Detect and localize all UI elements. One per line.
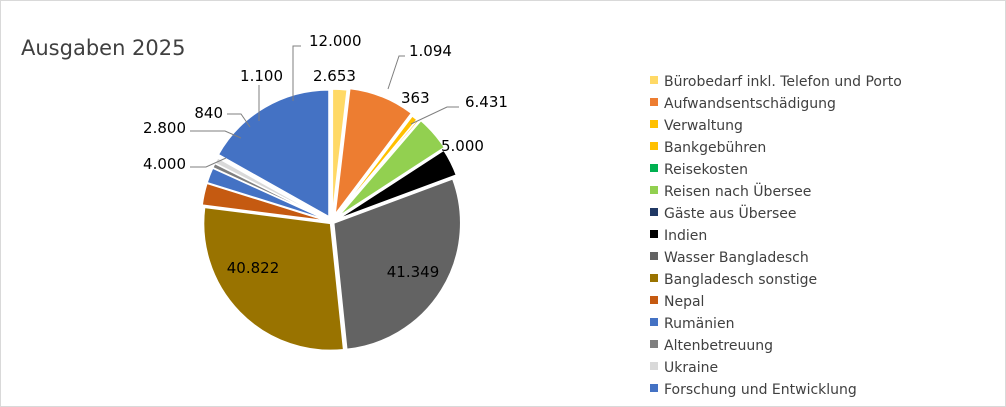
legend-item-forschung-und-entwicklung[interactable]: Forschung und Entwicklung xyxy=(650,382,857,398)
data-label-wasser-bangladesch: 41.349 xyxy=(387,263,440,281)
legend-item-nepal[interactable]: Nepal xyxy=(650,294,704,310)
legend-item-verwaltung[interactable]: Verwaltung xyxy=(650,118,743,134)
legend-item-altenbetreuung[interactable]: Altenbetreuung xyxy=(650,338,773,354)
data-label-verwaltung: 1.094 xyxy=(409,42,452,60)
legend-item-ukraine[interactable]: Ukraine xyxy=(650,360,718,376)
legend-swatch xyxy=(650,296,658,304)
legend-swatch xyxy=(650,274,658,282)
data-label-reisen-nach-ubersee: 6.431 xyxy=(465,93,508,111)
legend-label: Reisekosten xyxy=(664,162,748,178)
legend-item-reisen-nach-ubersee[interactable]: Reisen nach Übersee xyxy=(650,182,811,200)
data-label-nepal: 4.000 xyxy=(143,155,186,173)
legend-item-bangladesch-sonstige[interactable]: Bangladesch sonstige xyxy=(650,272,817,288)
legend-swatch xyxy=(650,76,658,84)
data-label-ukraine: 1.100 xyxy=(240,67,283,85)
legend-item-aufwandsentschadigung[interactable]: Aufwandsentschädigung xyxy=(650,96,836,112)
data-label-aufwandsentschadigung: 12.000 xyxy=(309,32,362,50)
pie-slice-burobedarf-inkl-telefon-und-porto[interactable] xyxy=(331,88,349,217)
legend-label: Bangladesch sonstige xyxy=(664,272,817,288)
legend-swatch xyxy=(650,318,658,326)
data-label-burobedarf-inkl-telefon-und-porto: 2.653 xyxy=(313,67,356,85)
legend-swatch xyxy=(650,208,658,216)
legend-swatch xyxy=(650,98,658,106)
leader-line-altenbetreuung xyxy=(227,113,251,128)
legend-label: Nepal xyxy=(664,294,704,310)
data-labels: 2.653 12.000 1.094 363 6.431 5.000 41.349 40.82… xyxy=(143,32,508,281)
legend-item-reisekosten[interactable]: Reisekosten xyxy=(650,162,748,178)
leader-line-reisen-nach-ubersee xyxy=(410,106,459,125)
legend-label: Wasser Bangladesch xyxy=(664,250,809,266)
legend-label: Reisen nach Übersee xyxy=(664,182,811,200)
legend-label: Rumänien xyxy=(664,316,734,332)
legend-label: Aufwandsentschädigung xyxy=(664,96,836,112)
legend-swatch xyxy=(650,186,658,194)
legend-swatch xyxy=(650,230,658,238)
pie-slice-bangladesch-sonstige[interactable] xyxy=(202,206,345,352)
leader-line-rumanien xyxy=(190,130,242,139)
pie-slices xyxy=(201,87,462,352)
legend-label: Bürobedarf inkl. Telefon und Porto xyxy=(664,74,902,90)
legend-item-rumanien[interactable]: Rumänien xyxy=(650,316,734,332)
legend-item-burobedarf-inkl-telefon-und-porto[interactable]: Bürobedarf inkl. Telefon und Porto xyxy=(650,74,902,90)
legend-item-gaste-aus-ubersee[interactable]: Gäste aus Übersee xyxy=(650,204,797,222)
legend-label: Ukraine xyxy=(664,360,718,376)
data-label-rumanien: 2.800 xyxy=(143,119,186,137)
data-label-bankgebuhren: 363 xyxy=(401,89,430,107)
leader-lines xyxy=(190,45,459,168)
leader-line-aufwandsentschadigung xyxy=(292,45,301,101)
legend-label: Indien xyxy=(664,228,707,244)
legend-label: Altenbetreuung xyxy=(664,338,773,354)
data-label-bangladesch-sonstige: 40.822 xyxy=(227,259,280,277)
legend-item-bankgebuhren[interactable]: Bankgebühren xyxy=(650,140,766,156)
pie-slice-aufwandsentschadigung[interactable] xyxy=(333,87,413,218)
legend-swatch xyxy=(650,120,658,128)
legend-swatch xyxy=(650,384,658,392)
legend-swatch xyxy=(650,252,658,260)
legend: Bürobedarf inkl. Telefon und Porto Aufwan… xyxy=(650,74,902,398)
legend-swatch xyxy=(650,340,658,348)
legend-label: Bankgebühren xyxy=(664,140,766,156)
legend-item-wasser-bangladesch[interactable]: Wasser Bangladesch xyxy=(650,250,809,266)
legend-swatch xyxy=(650,362,658,370)
legend-label: Verwaltung xyxy=(664,118,743,134)
data-label-altenbetreuung: 840 xyxy=(194,104,223,122)
pie-slice-reisen-nach-ubersee[interactable] xyxy=(337,119,446,218)
legend-swatch xyxy=(650,142,658,150)
leader-line-nepal xyxy=(190,157,227,168)
data-label-indien: 5.000 xyxy=(441,137,484,155)
legend-item-indien[interactable]: Indien xyxy=(650,228,707,244)
legend-swatch xyxy=(650,164,658,172)
pie-slice-indien[interactable] xyxy=(336,149,458,221)
chart-title: Ausgaben 2025 xyxy=(21,36,186,60)
pie-slice-wasser-bangladesch[interactable] xyxy=(332,177,462,351)
legend-label: Forschung und Entwicklung xyxy=(664,382,857,398)
leader-line-verwaltung xyxy=(387,55,405,90)
legend-label: Gäste aus Übersee xyxy=(664,204,797,222)
